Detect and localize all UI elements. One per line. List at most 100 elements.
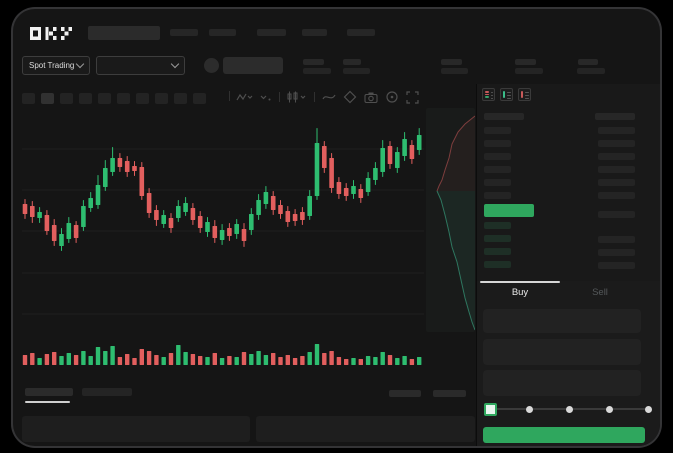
ask-amount-placeholder[interactable] xyxy=(598,140,635,147)
filter-button-placeholder[interactable] xyxy=(433,390,466,397)
book-view-bids-icon[interactable] xyxy=(500,88,513,101)
nav-item-placeholder[interactable] xyxy=(347,29,375,36)
volume-bar xyxy=(139,349,144,365)
bid-price-placeholder[interactable] xyxy=(484,222,511,229)
volume-bar xyxy=(307,352,312,365)
ask-amount-placeholder[interactable] xyxy=(598,166,635,173)
slider-step-dot[interactable] xyxy=(566,405,573,413)
timeframe-button-placeholder[interactable] xyxy=(136,93,149,104)
active-tab-indicator xyxy=(480,281,560,283)
camera-icon[interactable] xyxy=(364,91,378,104)
candle-style-icon[interactable] xyxy=(287,91,307,103)
candle xyxy=(358,189,364,198)
volume-bar xyxy=(329,351,334,365)
ask-amount-placeholder[interactable] xyxy=(598,153,635,160)
candlestick-chart[interactable] xyxy=(20,108,476,335)
bid-amount-placeholder[interactable] xyxy=(598,211,635,218)
bid-amount-placeholder[interactable] xyxy=(598,249,635,256)
slider-handle[interactable] xyxy=(484,403,497,416)
candle xyxy=(387,146,393,164)
nav-item-placeholder[interactable] xyxy=(170,29,198,36)
snapshot-icon[interactable] xyxy=(385,90,399,104)
compare-icon[interactable] xyxy=(260,91,272,103)
fullscreen-icon[interactable] xyxy=(406,90,419,104)
bid-price-placeholder[interactable] xyxy=(484,261,511,268)
total-input-placeholder[interactable] xyxy=(483,370,641,396)
filter-button-placeholder[interactable] xyxy=(389,390,421,397)
orderbook-header-placeholder[interactable] xyxy=(595,113,635,120)
candle xyxy=(212,226,218,238)
tab-buy[interactable]: Buy xyxy=(511,287,529,298)
last-price-bar[interactable] xyxy=(484,204,534,217)
slider-step-dot[interactable] xyxy=(606,405,613,413)
bid-amount-placeholder[interactable] xyxy=(598,262,635,269)
ask-price-placeholder[interactable] xyxy=(484,192,511,199)
ask-amount-placeholder[interactable] xyxy=(598,127,635,134)
candle xyxy=(336,182,342,194)
slider-step-dot[interactable] xyxy=(526,405,533,413)
tag-icon[interactable] xyxy=(343,90,357,104)
book-view-asks-icon[interactable] xyxy=(518,88,531,101)
timeframe-button-placeholder[interactable] xyxy=(117,93,130,104)
volume-bar xyxy=(44,354,50,365)
timeframe-button-placeholder[interactable] xyxy=(193,93,206,104)
stat-label-placeholder xyxy=(515,59,536,65)
candle xyxy=(88,198,93,208)
bid-price-placeholder[interactable] xyxy=(484,235,511,242)
timeframe-button-placeholder[interactable] xyxy=(41,93,54,104)
candle xyxy=(307,196,312,216)
timeframe-button-placeholder[interactable] xyxy=(155,93,168,104)
ask-amount-placeholder[interactable] xyxy=(598,192,635,199)
nav-item-placeholder[interactable] xyxy=(302,29,327,36)
candle xyxy=(66,223,72,239)
bottom-tab-placeholder[interactable] xyxy=(82,388,132,396)
panel-divider xyxy=(476,84,477,446)
slider-step-dot[interactable] xyxy=(645,405,652,413)
volume-bar xyxy=(176,345,181,365)
ask-price-placeholder[interactable] xyxy=(484,179,511,186)
candle xyxy=(146,193,152,213)
nav-item-placeholder[interactable] xyxy=(209,29,236,36)
volume-bar xyxy=(183,352,188,365)
ask-price-placeholder[interactable] xyxy=(484,166,511,173)
nav-item-placeholder[interactable] xyxy=(257,29,286,36)
amount-slider[interactable] xyxy=(484,400,654,418)
ask-price-placeholder[interactable] xyxy=(484,127,511,134)
timeframe-button-placeholder[interactable] xyxy=(60,93,73,104)
candle xyxy=(117,158,123,167)
book-view-combined-icon[interactable] xyxy=(482,88,495,101)
market-type-selector[interactable]: Spot Trading xyxy=(22,56,90,75)
timeframe-button-placeholder[interactable] xyxy=(79,93,92,104)
volume-bar xyxy=(161,357,166,365)
ask-amount-placeholder[interactable] xyxy=(598,179,635,186)
candle xyxy=(183,203,188,212)
bottom-tab-active-placeholder[interactable] xyxy=(25,388,73,396)
indicators-icon[interactable] xyxy=(236,91,253,103)
timeframe-button-placeholder[interactable] xyxy=(98,93,111,104)
buy-submit-button[interactable] xyxy=(483,427,645,443)
orderbook-header-placeholder[interactable] xyxy=(484,113,524,120)
volume-chart xyxy=(22,344,422,365)
price-input-placeholder[interactable] xyxy=(483,309,641,333)
volume-bar xyxy=(314,344,320,365)
candle xyxy=(81,206,86,227)
candle xyxy=(395,152,400,168)
pair-selector[interactable] xyxy=(96,56,185,75)
bid-amount-placeholder[interactable] xyxy=(598,236,635,243)
volume-bar xyxy=(168,353,174,365)
ask-price-placeholder[interactable] xyxy=(484,140,511,147)
line-tool-icon[interactable] xyxy=(322,91,336,103)
stat-value-placeholder xyxy=(441,68,468,74)
timeframe-button-placeholder[interactable] xyxy=(22,93,35,104)
volume-bar xyxy=(37,358,42,365)
stat-label-placeholder xyxy=(343,59,361,65)
amount-input-placeholder[interactable] xyxy=(483,339,641,365)
market-type-label: Spot Trading xyxy=(29,61,75,70)
ask-price-placeholder[interactable] xyxy=(484,153,511,160)
volume-bar xyxy=(271,353,276,365)
stat-label-placeholder xyxy=(441,59,462,65)
bid-price-placeholder[interactable] xyxy=(484,248,511,255)
timeframe-button-placeholder[interactable] xyxy=(174,93,187,104)
tab-sell[interactable]: Sell xyxy=(592,287,608,298)
header-search-placeholder[interactable] xyxy=(88,26,160,40)
